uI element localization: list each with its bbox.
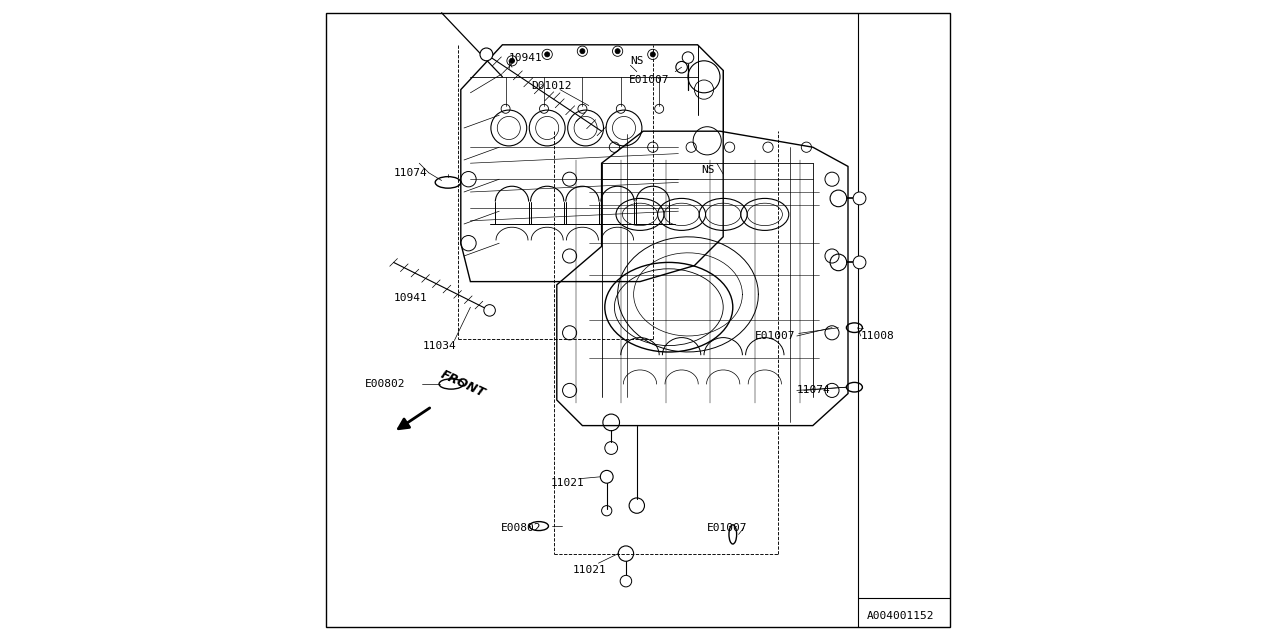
Text: FRONT: FRONT [438,368,488,400]
Circle shape [484,305,495,316]
Circle shape [854,256,865,269]
Circle shape [614,49,620,54]
Text: 11074: 11074 [796,385,831,396]
Text: A004001152: A004001152 [867,611,934,621]
Text: 10941: 10941 [508,52,543,63]
Text: 11021: 11021 [573,564,607,575]
Circle shape [650,52,655,57]
Text: E00802: E00802 [365,379,406,389]
Text: 10941: 10941 [394,292,428,303]
Text: 11074: 11074 [394,168,428,178]
Text: NS: NS [630,56,644,66]
Circle shape [480,48,493,61]
Text: 11008: 11008 [860,331,895,341]
Circle shape [854,192,865,205]
Circle shape [620,575,632,587]
Text: E01007: E01007 [755,331,796,341]
Circle shape [545,52,550,57]
Text: NS: NS [701,164,714,175]
Text: 11021: 11021 [550,478,584,488]
Text: D01012: D01012 [531,81,572,92]
Text: E01007: E01007 [630,75,669,85]
Circle shape [509,58,515,63]
Text: E01007: E01007 [708,523,748,533]
Circle shape [580,49,585,54]
Text: 11034: 11034 [422,340,456,351]
Text: E00802: E00802 [502,523,541,533]
